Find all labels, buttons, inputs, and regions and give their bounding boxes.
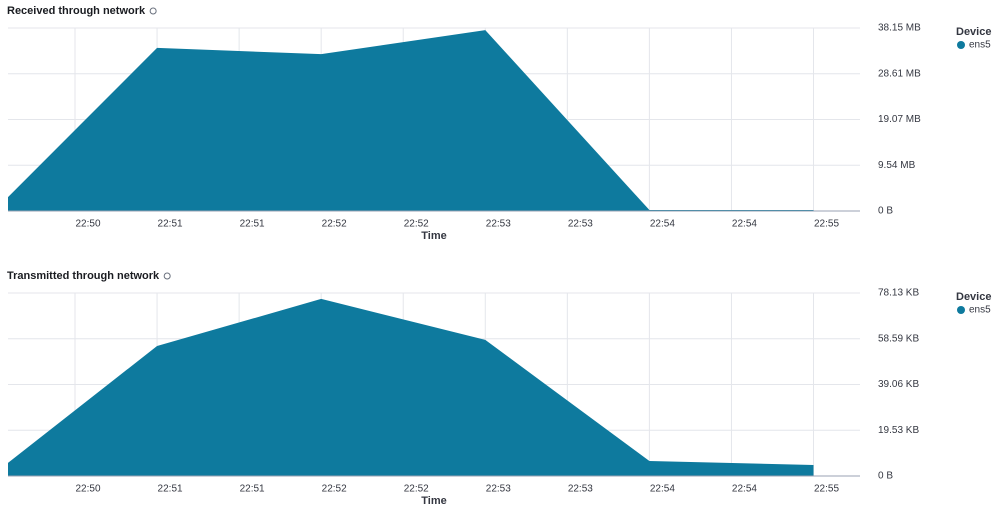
legend-swatch [957,41,965,49]
x-tick-label: 22:52 [322,484,347,495]
y-tick-label: 19.53 KB [878,425,919,436]
legend-swatch [957,306,965,314]
x-tick-label: 22:51 [158,484,183,495]
legend-label[interactable]: ens5 [969,305,991,316]
y-tick-label: 9.54 MB [878,160,916,171]
chart-title: Received through network [7,5,146,17]
x-tick-label: 22:52 [404,484,429,495]
area [8,30,814,211]
x-tick-label: 22:51 [240,219,265,230]
y-tick-label: 39.06 KB [878,379,919,390]
y-tick-label: 0 B [878,206,893,217]
x-tick-label: 22:50 [75,219,100,230]
y-tick-label: 28.61 MB [878,68,921,79]
x-axis-label: Time [421,495,446,507]
area [8,298,814,476]
y-tick-label: 19.07 MB [878,114,921,125]
y-tick-label: 78.13 KB [878,288,919,299]
x-axis-label: Time [421,230,446,242]
x-tick-label: 22:54 [732,219,757,230]
x-tick-label: 22:53 [486,219,511,230]
x-tick-label: 22:52 [404,219,429,230]
legend-title: Device [956,291,991,303]
info-icon[interactable] [163,272,171,280]
legend-label[interactable]: ens5 [969,40,991,51]
x-tick-label: 22:54 [650,219,675,230]
legend-title: Device [956,26,991,38]
info-icon[interactable] [149,7,157,15]
x-tick-label: 22:55 [814,484,839,495]
y-tick-label: 38.15 MB [878,23,921,34]
chart-title: Transmitted through network [7,270,160,282]
y-tick-label: 0 B [878,471,893,482]
x-tick-label: 22:53 [568,484,593,495]
x-tick-label: 22:51 [240,484,265,495]
x-tick-label: 22:54 [650,484,675,495]
y-tick-label: 58.59 KB [878,333,919,344]
x-tick-label: 22:54 [732,484,757,495]
x-tick-label: 22:55 [814,219,839,230]
x-tick-label: 22:52 [322,219,347,230]
x-tick-label: 22:51 [158,219,183,230]
x-tick-label: 22:50 [75,484,100,495]
x-tick-label: 22:53 [568,219,593,230]
x-tick-label: 22:53 [486,484,511,495]
